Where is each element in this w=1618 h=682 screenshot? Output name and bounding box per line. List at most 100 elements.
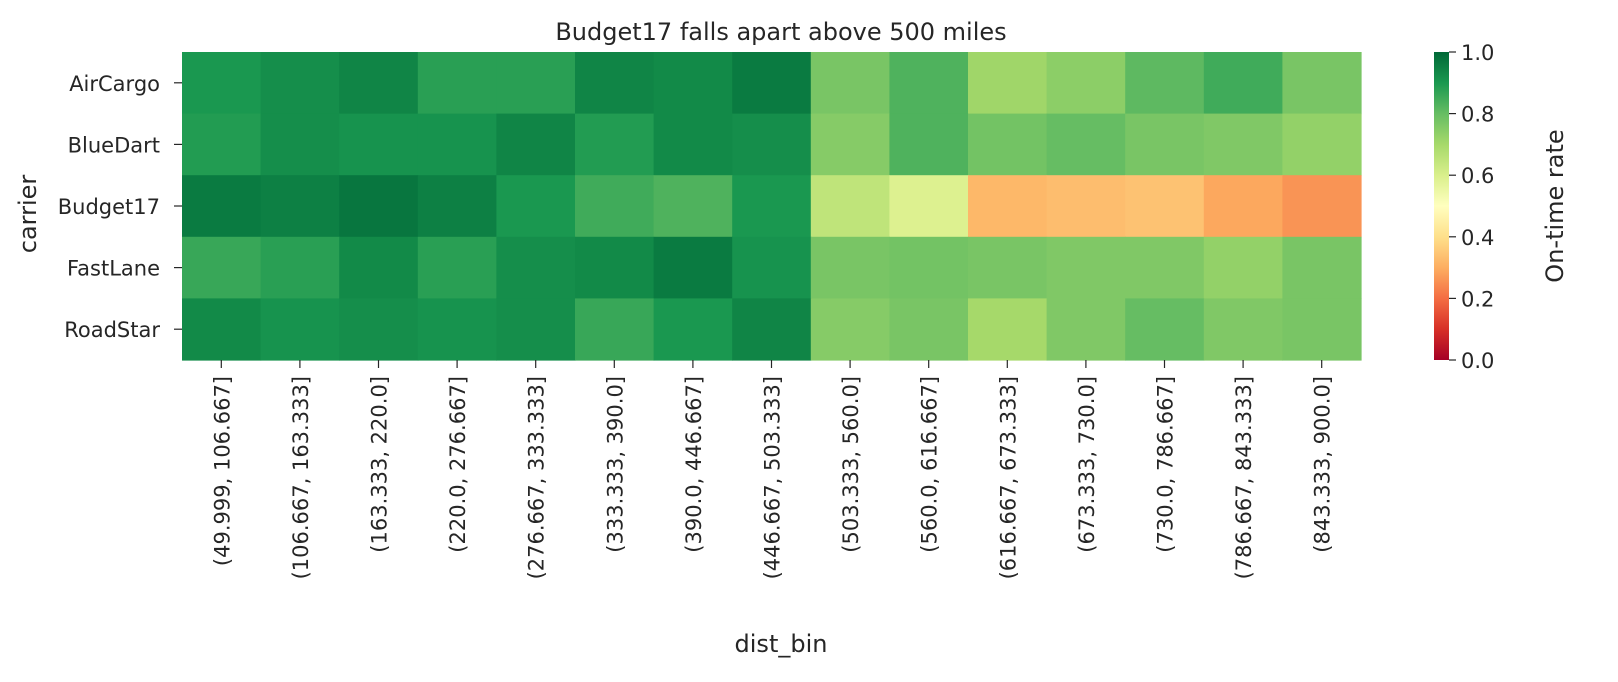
x-tick-label: (503.333, 560.0] [839, 376, 863, 553]
heatmap-cell [496, 52, 576, 115]
heatmap-cell [653, 175, 733, 238]
heatmap-cell [968, 236, 1048, 299]
x-tick-label: (786.667, 843.333] [1232, 376, 1256, 579]
heatmap-cell [1046, 113, 1126, 176]
y-tick-label: RoadStar [64, 318, 160, 342]
heatmap-cell [1046, 298, 1126, 361]
heatmap-cell [732, 298, 812, 361]
heatmap-cell [732, 236, 812, 299]
heatmap-cell [182, 236, 262, 299]
heatmap-cell [260, 52, 340, 115]
y-tick-label: BlueDart [68, 133, 160, 157]
heatmap-cell [575, 113, 655, 176]
heatmap-cell [260, 298, 340, 361]
heatmap-cell [496, 113, 576, 176]
heatmap-cell [653, 298, 733, 361]
heatmap-cell [810, 175, 890, 238]
heatmap-cell [260, 113, 340, 176]
heatmap-cell [260, 175, 340, 238]
heatmap-cell [417, 52, 497, 115]
heatmap-cell [1125, 52, 1205, 115]
heatmap-cell [339, 52, 419, 115]
heatmap-cell [339, 298, 419, 361]
heatmap-cell [1203, 113, 1283, 176]
y-axis-label: carrier [14, 175, 42, 254]
heatmap-cell [1125, 113, 1205, 176]
heatmap-cell [1125, 175, 1205, 238]
heatmap-cell [496, 236, 576, 299]
colorbar-tick-label: 1.0 [1461, 41, 1494, 65]
heatmap-cell [732, 113, 812, 176]
heatmap-cell [1203, 175, 1283, 238]
heatmap-cell [889, 113, 969, 176]
colorbar: 0.0 0.2 0.4 0.6 0.8 1.0 On-time rate [1434, 41, 1569, 373]
heatmap-cell [889, 236, 969, 299]
heatmap-cell [339, 113, 419, 176]
heatmap-cell [417, 175, 497, 238]
heatmap-cell [732, 175, 812, 238]
x-tick-label: (276.667, 333.333] [525, 376, 549, 579]
heatmap-cell [968, 298, 1048, 361]
heatmap-cell [1046, 52, 1126, 115]
heatmap-cell [1125, 236, 1205, 299]
heatmap-cell [968, 175, 1048, 238]
heatmap-cell [1046, 236, 1126, 299]
x-tick-label: (446.667, 503.333] [761, 376, 785, 579]
heatmap-cell [968, 113, 1048, 176]
colorbar-tick-label: 0.8 [1461, 103, 1494, 127]
heatmap-cell [182, 175, 262, 238]
heatmap-cell [496, 298, 576, 361]
chart-title: Budget17 falls apart above 500 miles [555, 18, 1006, 46]
heatmap-cell [1282, 175, 1362, 238]
y-tick-label: AirCargo [69, 72, 160, 96]
heatmap-cell [653, 52, 733, 115]
heatmap-cell [889, 298, 969, 361]
x-tick-label: (560.0, 616.667] [918, 376, 942, 553]
heatmap-cell [182, 52, 262, 115]
x-tick-labels: (49.999, 106.667] (106.667, 163.333] (163.… [210, 360, 1335, 579]
heatmap-cell [1203, 52, 1283, 115]
heatmap-cell [417, 236, 497, 299]
y-tick-label: FastLane [67, 257, 160, 281]
heatmap-cell [1282, 52, 1362, 115]
heatmap-cell [575, 236, 655, 299]
colorbar-tick-label: 0.6 [1461, 164, 1494, 188]
heatmap-cell [732, 52, 812, 115]
colorbar-tick-label: 0.0 [1461, 349, 1494, 373]
heatmap-cell [496, 175, 576, 238]
heatmap-cell [653, 236, 733, 299]
colorbar-tick-label: 0.4 [1461, 226, 1494, 250]
colorbar-label: On-time rate [1541, 129, 1569, 282]
heatmap-cell [653, 113, 733, 176]
heatmap-cell [417, 113, 497, 176]
heatmap-cell [1046, 175, 1126, 238]
heatmap-cell [1203, 298, 1283, 361]
heatmap-cell [889, 175, 969, 238]
x-tick-label: (673.333, 730.0] [1075, 376, 1099, 553]
colorbar-tick-label: 0.2 [1461, 287, 1494, 311]
colorbar-gradient [1434, 52, 1449, 360]
y-tick-labels: AirCargo BlueDart Budget17 FastLane RoadStar [58, 72, 182, 342]
heatmap-cells [182, 52, 1362, 361]
heatmap-cell [1282, 236, 1362, 299]
x-tick-label: (333.333, 390.0] [603, 376, 627, 553]
heatmap-cell [1203, 236, 1283, 299]
heatmap-cell [182, 298, 262, 361]
x-tick-label: (730.0, 786.667] [1154, 376, 1178, 553]
heatmap-cell [575, 298, 655, 361]
heatmap-cell [339, 236, 419, 299]
x-axis-label: dist_bin [735, 630, 828, 658]
heatmap-cell [1125, 298, 1205, 361]
x-tick-label: (616.667, 673.333] [996, 376, 1020, 579]
heatmap-cell [575, 52, 655, 115]
heatmap-cell [575, 175, 655, 238]
heatmap-cell [810, 236, 890, 299]
heatmap-cell [339, 175, 419, 238]
heatmap-cell [182, 113, 262, 176]
x-tick-label: (49.999, 106.667] [210, 376, 234, 566]
heatmap-cell [417, 298, 497, 361]
y-tick-label: Budget17 [58, 195, 160, 219]
heatmap-cell [260, 236, 340, 299]
heatmap-cell [1282, 298, 1362, 361]
x-tick-label: (106.667, 163.333] [289, 376, 313, 579]
